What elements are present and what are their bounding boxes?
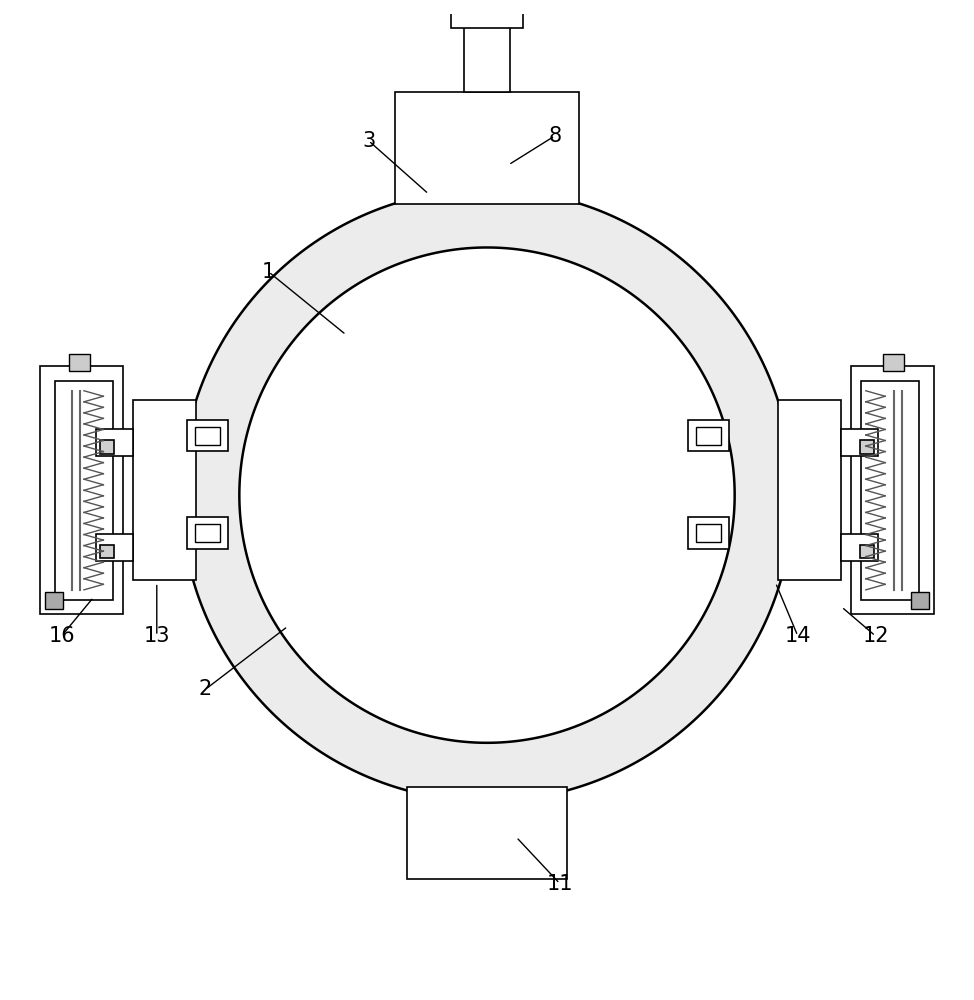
Polygon shape [240, 247, 734, 743]
Bar [40, 366, 123, 614]
Bar [55, 381, 113, 600]
Bar [688, 517, 729, 549]
Bar [860, 440, 874, 454]
Bar [912, 592, 929, 609]
Polygon shape [181, 189, 793, 801]
Bar [407, 787, 567, 879]
Bar [100, 545, 114, 558]
Bar [464, 19, 510, 92]
Bar [842, 534, 879, 561]
Bar [95, 534, 132, 561]
Bar [195, 524, 220, 542]
Text: 16: 16 [49, 626, 75, 646]
Bar [778, 400, 842, 580]
Bar [187, 517, 228, 549]
Bar [695, 427, 721, 445]
Text: 13: 13 [143, 626, 170, 646]
Bar [451, 11, 523, 28]
Bar [95, 429, 132, 456]
Bar [69, 354, 91, 371]
Bar [45, 592, 62, 609]
Bar [478, 0, 496, 11]
Text: 8: 8 [548, 126, 562, 146]
Bar [394, 92, 580, 204]
Text: 11: 11 [546, 874, 573, 894]
Bar [842, 429, 879, 456]
Bar [187, 420, 228, 451]
Text: 12: 12 [862, 626, 888, 646]
Bar [861, 381, 919, 600]
Text: 2: 2 [199, 679, 212, 699]
Bar [132, 400, 196, 580]
Text: 1: 1 [262, 262, 275, 282]
Bar [695, 524, 721, 542]
Bar [688, 420, 729, 451]
Bar [882, 354, 904, 371]
Text: 3: 3 [362, 131, 375, 151]
Bar [100, 440, 114, 454]
Text: 14: 14 [784, 626, 811, 646]
Bar [851, 366, 934, 614]
Bar [860, 545, 874, 558]
Bar [195, 427, 220, 445]
